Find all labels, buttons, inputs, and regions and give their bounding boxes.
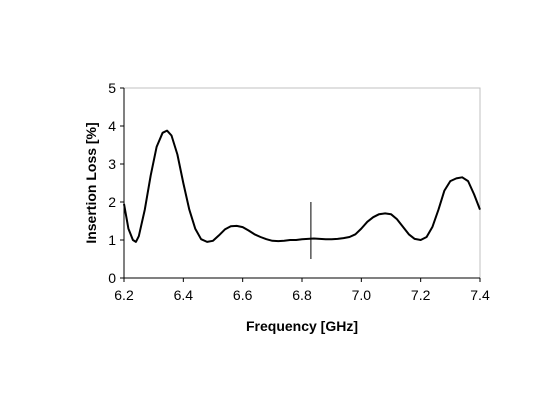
x-tick-label: 7.2 <box>411 287 431 303</box>
y-tick-label: 4 <box>108 118 116 134</box>
y-axis-title: Insertion Loss [%] <box>83 122 99 243</box>
insertion-loss-line <box>123 129 481 243</box>
plot-area <box>123 87 481 279</box>
y-ticks: 0 1 2 3 4 5 <box>108 80 124 286</box>
x-tick-label: 6.8 <box>292 287 312 303</box>
y-tick-label: 1 <box>108 232 116 248</box>
x-tick-label: 7.0 <box>352 287 372 303</box>
series-group <box>123 129 481 243</box>
y-tick-label: 5 <box>108 80 116 96</box>
x-tick-label: 6.6 <box>233 287 253 303</box>
x-tick-label: 7.4 <box>470 287 490 303</box>
y-tick-label: 2 <box>108 194 116 210</box>
x-tick-label: 6.4 <box>174 287 194 303</box>
x-tick-label: 6.2 <box>114 287 134 303</box>
y-tick-label: 0 <box>108 270 116 286</box>
y-tick-label: 3 <box>108 156 116 172</box>
x-ticks: 6.2 6.4 6.6 6.8 7.0 7.2 7.4 <box>114 278 490 303</box>
x-axis-title: Frequency [GHz] <box>246 318 358 334</box>
